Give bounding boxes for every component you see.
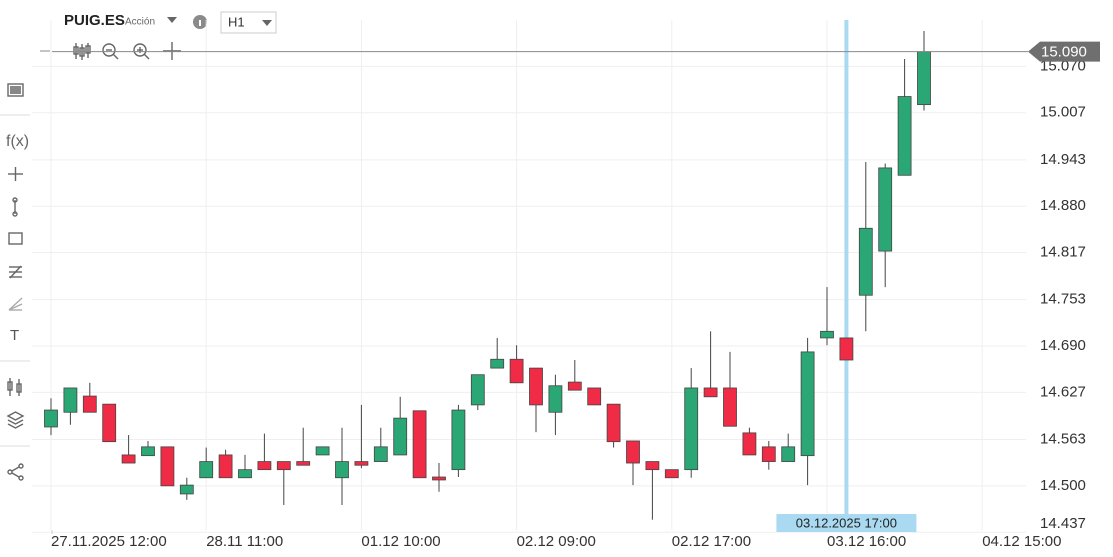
instrument-kind: Acción <box>125 17 155 28</box>
candle-body <box>529 367 543 406</box>
window-tool[interactable] <box>7 83 24 97</box>
timeframe: H1 <box>228 14 245 29</box>
candle-body <box>102 403 117 443</box>
fibonacci-tool[interactable] <box>9 265 22 279</box>
info-icon-glyph <box>199 20 201 26</box>
y-tick-label: 14.690 <box>1040 337 1086 354</box>
candle-body <box>858 227 873 296</box>
chart-style-tool[interactable] <box>7 378 22 396</box>
candle-body <box>470 374 485 406</box>
zoom-out-tool[interactable] <box>102 43 119 60</box>
candle-body <box>917 51 931 106</box>
x-tick-label: 02.12 17:00 <box>672 533 751 550</box>
x-tick-label: 01.12 10:00 <box>361 533 440 550</box>
last-price-label: 15.090 <box>1041 44 1087 61</box>
timeframe-arrow <box>262 20 272 26</box>
candle-body <box>878 167 893 252</box>
candle-body <box>335 461 349 479</box>
candle-body <box>315 446 330 456</box>
candle-body <box>723 387 737 427</box>
fan-tool[interactable] <box>8 297 23 311</box>
window-tool-fill <box>10 86 21 94</box>
text-tool[interactable]: T <box>10 327 19 344</box>
y-tick-label: 14.437 <box>1040 515 1086 532</box>
candle-body <box>587 387 602 406</box>
x-tick-label: 04.12 15:00 <box>982 533 1061 550</box>
candle-body <box>820 330 834 339</box>
y-tick-label: 14.943 <box>1040 151 1086 168</box>
candle-body <box>897 96 912 176</box>
share-tool[interactable] <box>7 463 24 481</box>
candle-body <box>296 461 311 466</box>
y-tick-label: 14.563 <box>1040 430 1086 447</box>
candle-body <box>509 358 524 384</box>
x-tick-label: 02.12 09:00 <box>517 533 596 550</box>
crosshair-label: 03.12.2025 17:00 <box>796 515 897 530</box>
crosshair-tool[interactable] <box>8 167 23 181</box>
x-tick-label: 03.12 16:00 <box>827 533 906 550</box>
candle-body <box>199 461 214 479</box>
x-tick-label: 28.11 11:00 <box>206 533 283 550</box>
y-tick-label: 15.007 <box>1040 104 1086 121</box>
last-price-tag <box>1028 41 1100 62</box>
candle-body <box>276 461 291 471</box>
candle-body <box>432 476 446 481</box>
y-tick-label: 14.880 <box>1040 197 1086 214</box>
y-tick-label: 14.627 <box>1040 383 1086 400</box>
y-tick-label: 14.753 <box>1040 291 1086 308</box>
timeframe-select[interactable] <box>220 11 277 34</box>
symbol-dropdown[interactable] <box>167 17 177 23</box>
candle-body <box>44 409 58 428</box>
candle-body <box>606 403 621 443</box>
candle-body <box>645 461 660 471</box>
candle-body <box>781 446 796 462</box>
candle-body <box>393 417 408 456</box>
candle-body <box>82 395 97 413</box>
candle-body <box>761 446 776 462</box>
candle-body <box>141 446 155 457</box>
pan-tool[interactable] <box>163 42 181 60</box>
indicator-tool[interactable]: f(x) <box>6 133 29 150</box>
candle-body <box>839 337 854 361</box>
candle-body <box>451 409 466 471</box>
candle-body <box>121 454 136 464</box>
candle-body <box>626 440 640 464</box>
candle-body <box>354 461 369 466</box>
x-tick-label: 27.11.2025 12:00 <box>51 533 167 550</box>
y-tick-label: 14.817 <box>1040 244 1086 261</box>
candle-body <box>490 358 505 369</box>
plot-area: 14.437 14.500 14.563 14.627 14.690 14.753 14.8… <box>32 20 1100 550</box>
candle-body <box>567 381 582 391</box>
shape-tool[interactable] <box>8 232 23 245</box>
line-tool[interactable] <box>12 197 18 217</box>
candle-body <box>238 469 252 479</box>
candle-body <box>412 410 427 479</box>
left-toolbar: f(x) T <box>0 83 30 481</box>
candle-body <box>373 446 388 462</box>
crosshair-label-box <box>776 514 917 532</box>
y-tick-label: 14.500 <box>1040 477 1086 494</box>
candle-body <box>257 461 272 471</box>
candle-body <box>742 432 757 456</box>
candle-body <box>664 469 679 479</box>
candle-body <box>684 387 699 471</box>
crosshair-line <box>844 20 849 514</box>
layers-tool[interactable] <box>6 411 25 429</box>
candle-body <box>160 446 175 487</box>
candle-body <box>218 454 233 479</box>
candle-body <box>800 351 815 457</box>
candle-body <box>703 387 718 398</box>
candle-body <box>179 484 194 495</box>
symbol[interactable]: PUIG.ES <box>64 12 125 29</box>
candle-body <box>63 387 78 413</box>
candle-body <box>548 385 563 413</box>
